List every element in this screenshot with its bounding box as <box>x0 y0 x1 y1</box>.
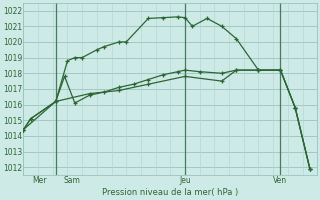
X-axis label: Pression niveau de la mer( hPa ): Pression niveau de la mer( hPa ) <box>102 188 238 197</box>
